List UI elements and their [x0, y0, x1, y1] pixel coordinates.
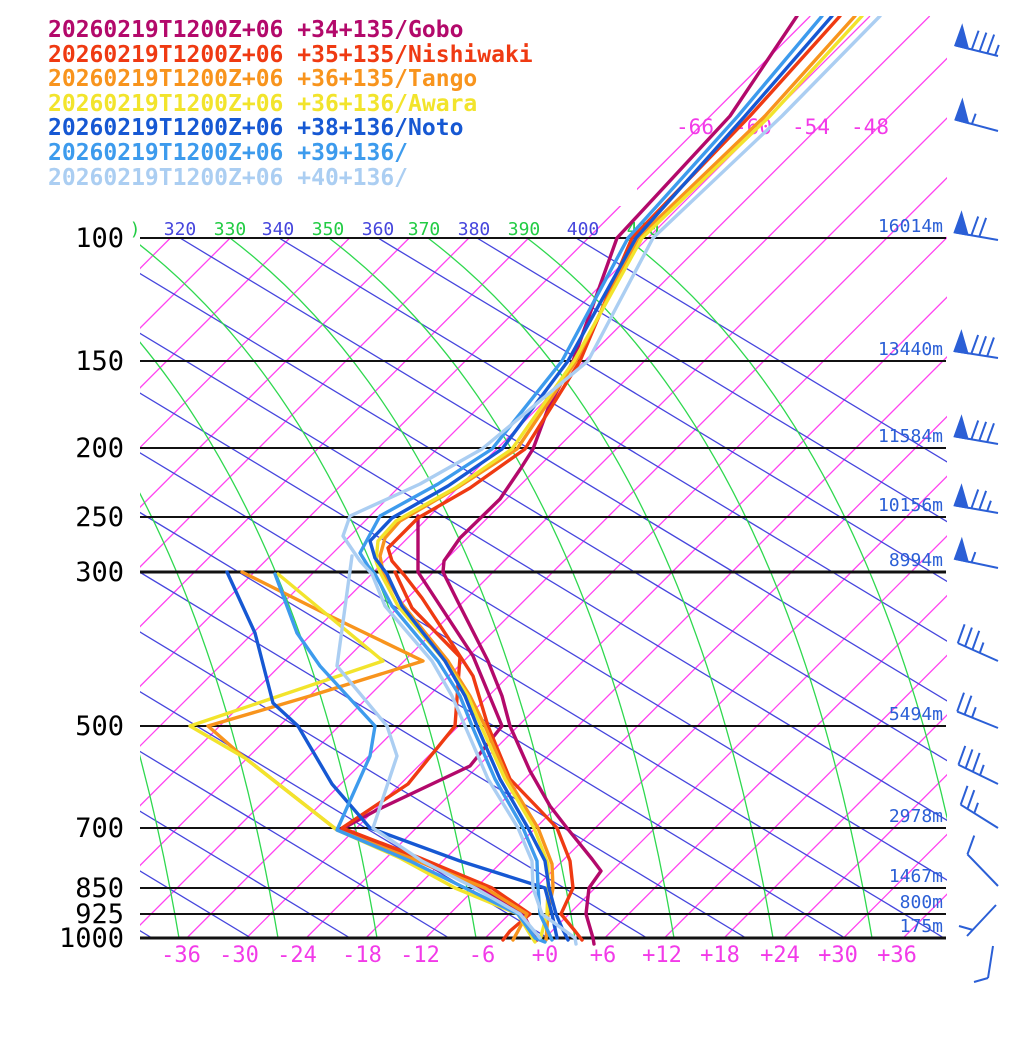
temp-axis-label: -6	[469, 943, 496, 968]
pressure-label: 300	[75, 557, 124, 588]
legend-entry: 20260219T1200Z+06 +36+135/Tango	[48, 67, 533, 92]
temp-axis-label: +12	[642, 943, 682, 968]
moist-adiabats	[40, 238, 971, 938]
theta-label: 370	[408, 219, 441, 240]
height-label: 10156m	[878, 495, 943, 516]
theta-label: 390	[508, 219, 541, 240]
theta-label: 330	[214, 219, 247, 240]
height-label: 1467m	[889, 866, 943, 887]
temp-axis-label: -36	[161, 943, 201, 968]
temp-axis-label: -30	[219, 943, 259, 968]
theta-label: 360	[362, 219, 395, 240]
height-label: 2978m	[889, 806, 943, 827]
legend-entry: 20260219T1200Z+06 +38+136/Noto	[48, 116, 533, 141]
isotherm-label-top: -48	[851, 115, 889, 139]
theta-label: 380	[458, 219, 491, 240]
legend-entry: 20260219T1200Z+06 +36+136/Awara	[48, 92, 533, 117]
isotherm-label-top: -66	[676, 115, 714, 139]
legend-entry: 20260219T1200Z+06 +39+136/	[48, 141, 533, 166]
pressure-label: 200	[75, 433, 124, 464]
theta-label: 340	[262, 219, 295, 240]
dewpoint-curve	[227, 572, 557, 938]
temp-axis-label: +6	[590, 943, 617, 968]
temp-axis-label: -18	[342, 943, 382, 968]
height-label: 800m	[900, 892, 943, 913]
temp-axis-label: +18	[700, 943, 740, 968]
pressure-label: 150	[75, 346, 124, 377]
temp-axis-label: -12	[400, 943, 440, 968]
temp-axis-label: +30	[818, 943, 858, 968]
temp-axis-label: +0	[532, 943, 559, 968]
legend-entry: 20260219T1200Z+06 +34+135/Gobo	[48, 18, 533, 43]
upper-isotherm-labels: -66-60-54-48	[676, 115, 889, 139]
pressure-label: 1000	[59, 923, 124, 954]
temp-axis-label: +36	[877, 943, 917, 968]
skewt-sounding-chart: 100 16014m 150 13440m 200 11584m 250 10156m 300 8…	[40, 16, 1024, 1040]
height-label: 13440m	[878, 339, 943, 360]
height-label: 5494m	[889, 704, 943, 725]
temp-axis-label: -24	[277, 943, 317, 968]
temp-axis-label: +24	[760, 943, 800, 968]
theta-label: )	[130, 219, 141, 240]
temp-axis-labels: -36 -30 -24 -18 -12 -6 +0 +6 +12 +18 +24 +30 +36	[161, 943, 917, 968]
height-label: 16014m	[878, 216, 943, 237]
legend-entry: 20260219T1200Z+06 +40+136/	[48, 166, 533, 191]
legend-entry: 20260219T1200Z+06 +35+135/Nishiwaki	[48, 43, 533, 68]
theta-label: 320	[164, 219, 197, 240]
pressure-label: 500	[75, 711, 124, 742]
pressure-label: 700	[75, 813, 124, 844]
theta-label: 400	[567, 219, 600, 240]
height-label: 175m	[900, 916, 943, 937]
isotherm-label-top: -54	[792, 115, 830, 139]
theta-label: 350	[312, 219, 345, 240]
height-label: 8994m	[889, 550, 943, 571]
pressure-label: 250	[75, 502, 124, 533]
height-label: 11584m	[878, 426, 943, 447]
pressure-label: 100	[75, 223, 124, 254]
